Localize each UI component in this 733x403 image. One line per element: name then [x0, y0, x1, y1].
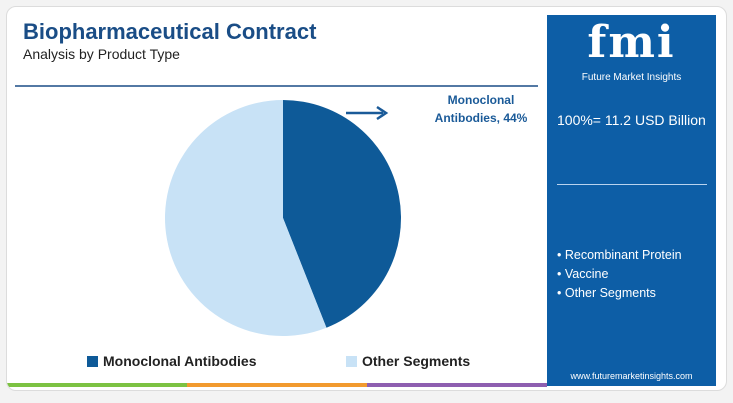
legend-label: Monoclonal Antibodies — [103, 353, 257, 369]
segment-item: • Vaccine — [557, 267, 609, 281]
legend-item: Monoclonal Antibodies — [87, 353, 256, 369]
legend-swatch — [346, 356, 357, 367]
brand: Future Market Insights — [581, 72, 682, 83]
legend-label: Other Segments — [362, 353, 471, 369]
legend-item: Other Segments — [346, 353, 470, 369]
chart-subtitle: Analysis by Product Type — [23, 46, 180, 62]
legend-swatch — [87, 356, 98, 367]
segment-item: • Recombinant Protein — [557, 248, 682, 262]
stripe — [367, 383, 547, 387]
sidebar: fmi Future Market Insights 100%= 11.2 US… — [547, 15, 716, 386]
arrow-head — [376, 105, 389, 121]
pie-slice — [283, 100, 401, 328]
card: Biopharmaceutical Contract Analysis by P… — [6, 6, 727, 391]
divider — [557, 184, 707, 185]
url: www.futuremarketinsights.com — [570, 371, 693, 381]
data-label: Monoclonal Antibodies, 44% — [434, 93, 528, 125]
chart-title: Biopharmaceutical Contract — [23, 19, 317, 44]
total: 100%= 11.2 USD Billion — [557, 112, 706, 128]
segment-item: • Other Segments — [557, 286, 656, 300]
chart — [7, 85, 547, 387]
stripe — [7, 383, 187, 387]
stripe — [187, 383, 367, 387]
logo: fmi — [587, 17, 676, 68]
pie-slice — [165, 100, 327, 337]
